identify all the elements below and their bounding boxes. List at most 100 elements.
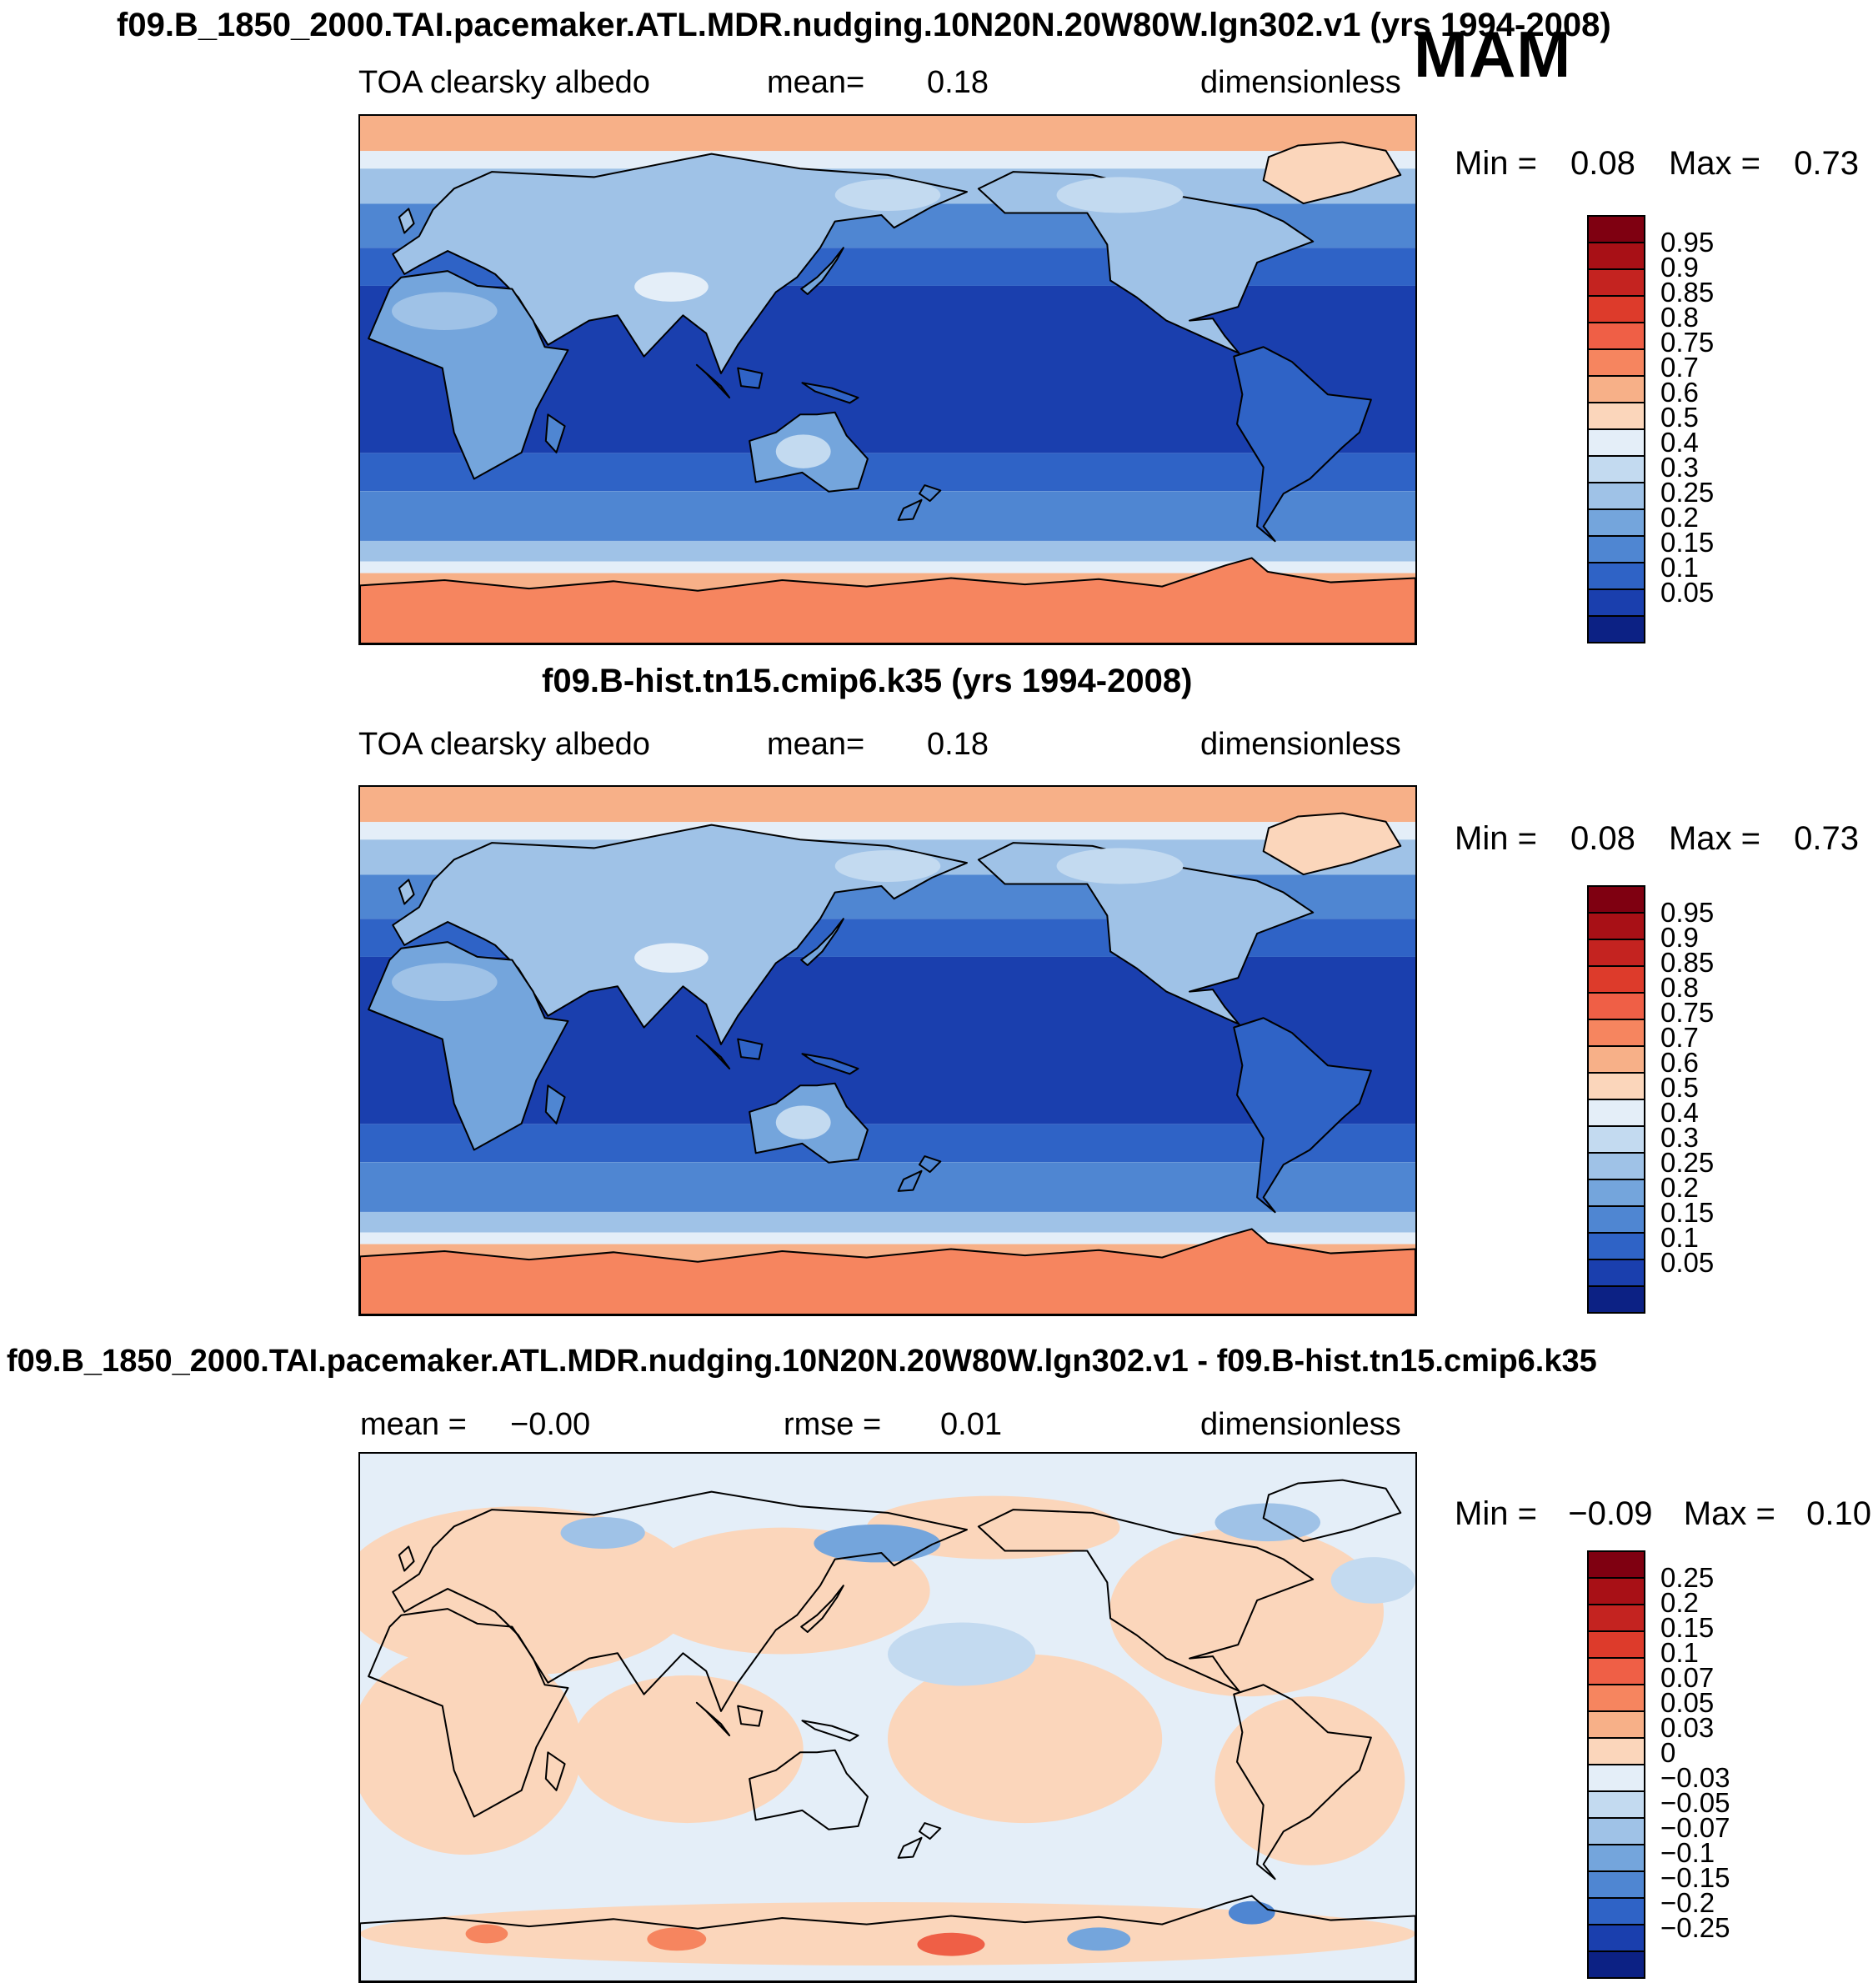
panel2-mean-value: 0.18 bbox=[927, 727, 989, 762]
colorbar-boxes-3 bbox=[1587, 1550, 1645, 1979]
difference-patch bbox=[814, 1524, 941, 1563]
latitude-band bbox=[360, 1232, 1415, 1244]
coastline-madagascar bbox=[544, 1084, 566, 1124]
colorbar-tick-label: 0.15 bbox=[1660, 1612, 1715, 1643]
colorbar-box bbox=[1589, 1819, 1644, 1845]
world-map-difference bbox=[360, 1454, 1415, 1981]
coastline-japan bbox=[800, 918, 844, 966]
colorbar-box bbox=[1589, 510, 1644, 537]
colorbar-box bbox=[1589, 1712, 1644, 1739]
colorbar-tick-label: 0.6 bbox=[1660, 1047, 1699, 1078]
colorbar-box bbox=[1589, 377, 1644, 403]
colorbar-tick-label: 0.7 bbox=[1660, 1022, 1699, 1053]
season-label: MAM bbox=[1414, 18, 1572, 91]
panel2-variable-label: TOA clearsky albedo bbox=[358, 727, 650, 762]
colorbar-box bbox=[1589, 1287, 1644, 1312]
coastline-nz-south bbox=[897, 1836, 923, 1859]
colorbar-tick-label: 0.05 bbox=[1660, 577, 1715, 608]
latitude-band bbox=[360, 1162, 1415, 1212]
coastline-australia bbox=[749, 1749, 869, 1830]
coastline-new-guinea bbox=[801, 382, 859, 404]
colorbar-tick-label: 0.2 bbox=[1660, 502, 1699, 533]
colorbar-panel-3: 0.25 0.2 0.15 0.1 0.07 0.05 0.03 0 −0.03 −0.05 −0.… bbox=[1587, 1550, 1730, 1979]
colorbar-tick-label: 0.4 bbox=[1660, 427, 1699, 458]
panel2-title: f09.B-hist.tn15.cmip6.k35 (yrs 1994-2008… bbox=[542, 663, 1193, 699]
difference-patch bbox=[360, 1902, 1415, 1966]
coastline-nz-north bbox=[918, 1155, 942, 1174]
latitude-band bbox=[360, 491, 1415, 541]
colorbar-tick-label: −0.03 bbox=[1660, 1762, 1730, 1793]
colorbar-box bbox=[1589, 617, 1644, 642]
difference-patch bbox=[360, 1506, 699, 1675]
coastline-nz-south bbox=[897, 1169, 923, 1192]
colorbar-box bbox=[1589, 483, 1644, 510]
map-panel-1 bbox=[358, 114, 1417, 645]
difference-patch bbox=[1214, 1503, 1321, 1542]
colorbar-box bbox=[1589, 1234, 1644, 1260]
panel1-max-value: 0.73 bbox=[1794, 145, 1859, 182]
difference-patch bbox=[1109, 1527, 1385, 1697]
difference-patch bbox=[560, 1516, 645, 1549]
panel3-mean-value: −0.00 bbox=[510, 1407, 591, 1442]
colorbar-box bbox=[1589, 1845, 1644, 1872]
world-map-albedo-2 bbox=[360, 787, 1415, 1314]
coastline-greenland bbox=[1262, 812, 1402, 876]
difference-patch bbox=[1228, 1900, 1275, 1925]
latitude-band bbox=[360, 787, 1415, 823]
colorbar-box bbox=[1589, 270, 1644, 297]
colorbar-box bbox=[1589, 1260, 1644, 1287]
colorbar-box bbox=[1589, 590, 1644, 617]
colorbar-box bbox=[1589, 1792, 1644, 1819]
colorbar-box bbox=[1589, 1579, 1644, 1605]
colorbar-tick-label: 0.15 bbox=[1660, 1197, 1715, 1228]
albedo-overlay-patch bbox=[1056, 848, 1184, 884]
coastline-britain bbox=[398, 1545, 415, 1572]
colorbar-tick-label: 0.25 bbox=[1660, 477, 1715, 508]
colorbar-box bbox=[1589, 1632, 1644, 1659]
panel2-max-label: Max = bbox=[1668, 820, 1761, 857]
colorbar-tick-label: 0.3 bbox=[1660, 1122, 1699, 1153]
panel3-min-label: Min = bbox=[1455, 1495, 1537, 1532]
colorbar-tick-label: 0.85 bbox=[1660, 947, 1715, 978]
difference-patch bbox=[571, 1675, 804, 1824]
panel3-min-value: −0.09 bbox=[1568, 1495, 1653, 1532]
colorbar-box bbox=[1589, 967, 1644, 994]
albedo-overlay-patch bbox=[775, 434, 831, 468]
latitude-band bbox=[360, 540, 1415, 562]
colorbar-box bbox=[1589, 1552, 1644, 1579]
coastline-borneo bbox=[737, 367, 764, 389]
colorbar-box bbox=[1589, 1074, 1644, 1100]
colorbar-tick-label: 0.7 bbox=[1660, 352, 1699, 383]
albedo-overlay-patch bbox=[834, 849, 941, 882]
panel2-mean-label: mean= bbox=[767, 727, 865, 762]
colorbar-box bbox=[1589, 1872, 1644, 1899]
difference-patch bbox=[465, 1924, 508, 1944]
coastline-japan bbox=[800, 1585, 844, 1633]
panel1-minmax-row: Min = 0.08 Max = 0.73 bbox=[1455, 145, 1859, 183]
coastline-nz-south bbox=[897, 498, 923, 521]
colorbar-box bbox=[1589, 914, 1644, 940]
colorbar-tick-label: 0.8 bbox=[1660, 972, 1699, 1003]
difference-patch bbox=[360, 1643, 582, 1855]
difference-patch bbox=[1214, 1696, 1405, 1865]
colorbar-tick-label: 0.3 bbox=[1660, 452, 1699, 483]
panel3-rmse-value: 0.01 bbox=[940, 1407, 1002, 1442]
coastline-eurasia bbox=[392, 153, 968, 374]
colorbar-tick-label: 0.1 bbox=[1660, 1637, 1699, 1668]
colorbar-panel-1: 0.95 0.9 0.85 0.8 0.75 0.7 0.6 0.5 0.4 0.3 0.25 0.2… bbox=[1587, 215, 1714, 643]
latitude-band bbox=[360, 561, 1415, 573]
colorbar-tick-label: 0.25 bbox=[1660, 1147, 1715, 1178]
coastline-nz-north bbox=[918, 484, 942, 503]
difference-patch bbox=[1067, 1927, 1131, 1951]
colorbar-boxes-1 bbox=[1587, 215, 1645, 643]
colorbar-box bbox=[1589, 1685, 1644, 1712]
difference-patch bbox=[917, 1932, 985, 1956]
albedo-overlay-patch bbox=[775, 1105, 831, 1139]
panel1-max-label: Max = bbox=[1668, 145, 1761, 182]
difference-patch bbox=[888, 1654, 1163, 1824]
colorbar-tick-label: 0.15 bbox=[1660, 527, 1715, 558]
colorbar-tick-label: −0.05 bbox=[1660, 1787, 1730, 1818]
coastline-south-america bbox=[1233, 1017, 1372, 1214]
colorbar-tick-label: 0.03 bbox=[1660, 1712, 1715, 1743]
